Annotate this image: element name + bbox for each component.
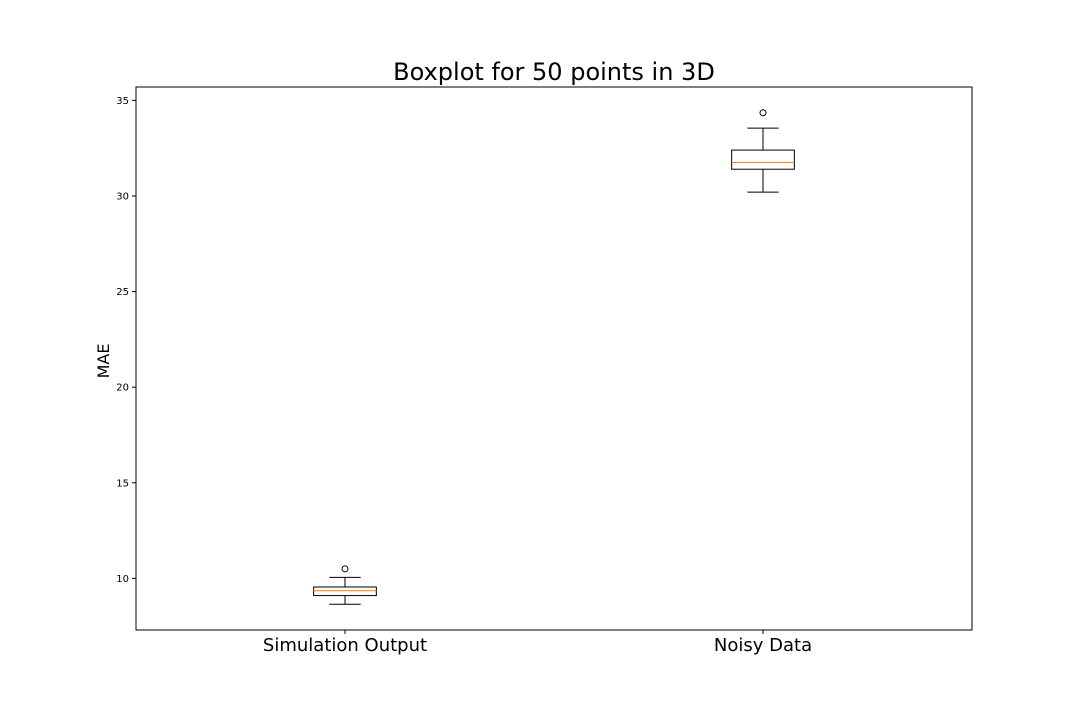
chart-title: Boxplot for 50 points in 3D	[393, 58, 715, 86]
x-axis-ticks: Simulation Output Noisy Data	[263, 630, 812, 656]
box-1	[313, 565, 377, 605]
outlier-point	[341, 565, 349, 573]
box-iqr	[731, 149, 795, 170]
outlier-point	[759, 109, 767, 117]
x-tick-label: Noisy Data	[714, 635, 812, 656]
x-tick-label: Simulation Output	[263, 635, 427, 656]
y-tick-label: 25	[116, 287, 129, 298]
y-axis-label: MAE	[94, 344, 113, 379]
y-axis-ticks: 10 15 20 25 30 35	[116, 96, 136, 585]
y-tick-label: 20	[116, 383, 129, 394]
y-tick-label: 10	[116, 574, 129, 585]
y-tick-label: 35	[116, 96, 129, 107]
box-2	[731, 109, 795, 193]
y-tick-label: 30	[116, 191, 129, 202]
plot-area-frame	[135, 86, 973, 631]
y-tick-label: 15	[116, 478, 129, 489]
boxes-group	[313, 109, 795, 605]
